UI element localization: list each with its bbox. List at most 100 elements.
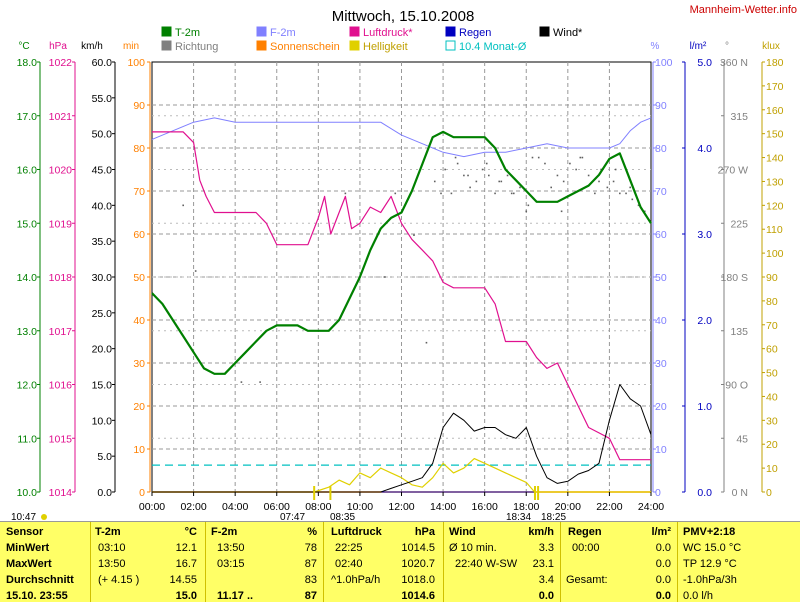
- direction-point: [587, 174, 590, 177]
- summary-press-avg: 1018.0: [401, 574, 435, 586]
- direction-point: [537, 156, 540, 159]
- tick-label-rain: 4.0: [697, 143, 712, 155]
- tick-label-humidity: 30: [655, 358, 667, 370]
- tick-label-lux: 170: [766, 81, 784, 93]
- tick-label-press: 1015: [49, 433, 73, 445]
- tick-label-lux: 30: [766, 415, 778, 427]
- tick-label-direction: 315: [730, 111, 748, 123]
- legend-label: Wind*: [553, 27, 583, 39]
- direction-point: [259, 381, 261, 383]
- tick-label-press: 1018: [49, 272, 73, 284]
- tick-label-lux: 110: [766, 224, 783, 236]
- summary-table: Sensor MinWert MaxWert Durchschnitt 15.1…: [0, 521, 800, 602]
- x-tick-label: 02:00: [180, 501, 206, 513]
- legend-swatch: [445, 40, 456, 51]
- direction-point: [629, 186, 632, 189]
- x-tick-label: 10:00: [347, 501, 373, 513]
- tick-label-wind: 40.0: [92, 200, 113, 212]
- tick-label-wind: 25.0: [92, 308, 113, 320]
- tick-label-wind: 35.0: [92, 236, 113, 248]
- direction-point: [444, 168, 446, 171]
- summary-hum-current: 87: [304, 590, 317, 602]
- summary-press-min-time: 22:25: [335, 542, 363, 554]
- summary-press-current: 1014.6: [401, 590, 435, 602]
- summary-rain-total: 0.0: [655, 574, 671, 586]
- tick-label-wind: 50.0: [92, 129, 113, 141]
- legend-swatch: [539, 26, 550, 37]
- summary-hum-avg: 83: [304, 574, 317, 586]
- tick-label-minutes: 60: [133, 229, 145, 241]
- tick-label-rain: 5.0: [697, 57, 712, 69]
- tick-label-lux: 140: [766, 153, 784, 165]
- tick-label-temp: 14.0: [17, 272, 38, 284]
- tick-label-temp: 11.0: [17, 433, 37, 445]
- summary-wind-avg-label: Ø 10 min.: [449, 542, 497, 554]
- direction-point: [594, 192, 596, 195]
- direction-point: [463, 174, 465, 177]
- direction-point: [240, 381, 243, 383]
- unit-percent: %: [651, 41, 660, 52]
- direction-point: [450, 192, 453, 195]
- series-line-luftdruck-: [152, 131, 651, 461]
- summary-label-min: MinWert: [6, 542, 50, 554]
- tick-label-lux: 120: [766, 200, 784, 212]
- summary-wind-unit: km/h: [528, 526, 554, 538]
- direction-point: [182, 204, 184, 207]
- tick-label-direction: 135: [730, 326, 748, 338]
- x-tick-label: 00:00: [139, 501, 165, 513]
- summary-hum-current-time: 11.17 ..: [217, 590, 254, 602]
- summary-press-max: 1020.7: [401, 558, 435, 570]
- summary-pmv-column: PMV+2:18 WC 15.0 °C TP 12.9 °C -1.0hPa/3…: [677, 522, 799, 602]
- x-tick-label: 16:00: [472, 501, 498, 513]
- direction-point: [344, 192, 347, 195]
- summary-pmv-windchill: WC 15.0 °C: [683, 542, 742, 554]
- tick-label-rain: 0.0: [697, 487, 712, 499]
- legend-label: Sonnenschein: [270, 41, 340, 53]
- summary-rain-min: 0.0: [655, 542, 671, 554]
- direction-point: [498, 180, 501, 183]
- direction-point: [425, 341, 428, 344]
- summary-rain-current: 0.0: [655, 590, 671, 602]
- tick-label-press: 1014: [49, 487, 73, 499]
- direction-point: [550, 186, 552, 189]
- tick-label-wind: 55.0: [92, 93, 113, 105]
- tick-label-humidity: 40: [655, 315, 667, 327]
- tick-label-wind: 30.0: [92, 272, 113, 284]
- summary-rain-title: Regen: [568, 526, 602, 538]
- unit-celsius: °C: [18, 41, 29, 52]
- direction-point: [456, 162, 459, 165]
- tick-label-wind: 0.0: [97, 487, 112, 499]
- direction-point: [510, 192, 513, 195]
- x-axis: 00:00 02:00 04:00 06:00 08:00 10:00 12:00 14:00…: [139, 486, 664, 513]
- tick-label-minutes: 10: [133, 444, 145, 456]
- summary-press-min: 1014.5: [401, 542, 435, 554]
- summary-temp-current: 15.0: [175, 590, 197, 602]
- summary-wind-avg: 3.4: [538, 574, 554, 586]
- summary-temp-avg: 14.55: [169, 574, 197, 586]
- legend-label: Helligkeit: [363, 41, 408, 53]
- summary-wind-current: 0.0: [538, 590, 554, 602]
- unit-deg: °: [725, 41, 729, 52]
- unit-lm2: l/m²: [690, 41, 707, 52]
- tick-label-temp: 18.0: [17, 57, 38, 69]
- legend-swatch: [256, 26, 267, 37]
- tick-label-direction: 270 W: [718, 165, 748, 177]
- summary-wind-max: 23.1: [532, 558, 554, 570]
- direction-point: [481, 168, 484, 171]
- direction-point: [614, 168, 617, 171]
- sunset-time-1: 18:34: [506, 512, 531, 523]
- summary-temp-unit: °C: [184, 526, 197, 538]
- brand-link[interactable]: Mannheim-Wetter.info: [690, 4, 797, 16]
- summary-hum-unit: %: [307, 526, 317, 538]
- tick-label-press: 1022: [49, 57, 73, 69]
- tick-label-press: 1020: [49, 165, 73, 177]
- summary-press-unit: hPa: [414, 526, 435, 538]
- legend-label: Regen: [459, 27, 491, 39]
- direction-point: [579, 156, 582, 159]
- tick-label-humidity: 70: [655, 186, 667, 198]
- tick-label-humidity: 100: [655, 57, 673, 69]
- summary-label-avg: Durchschnitt: [6, 574, 74, 586]
- x-tick-label: 24:00: [638, 501, 664, 513]
- sun-time-left: 10:47: [11, 512, 36, 523]
